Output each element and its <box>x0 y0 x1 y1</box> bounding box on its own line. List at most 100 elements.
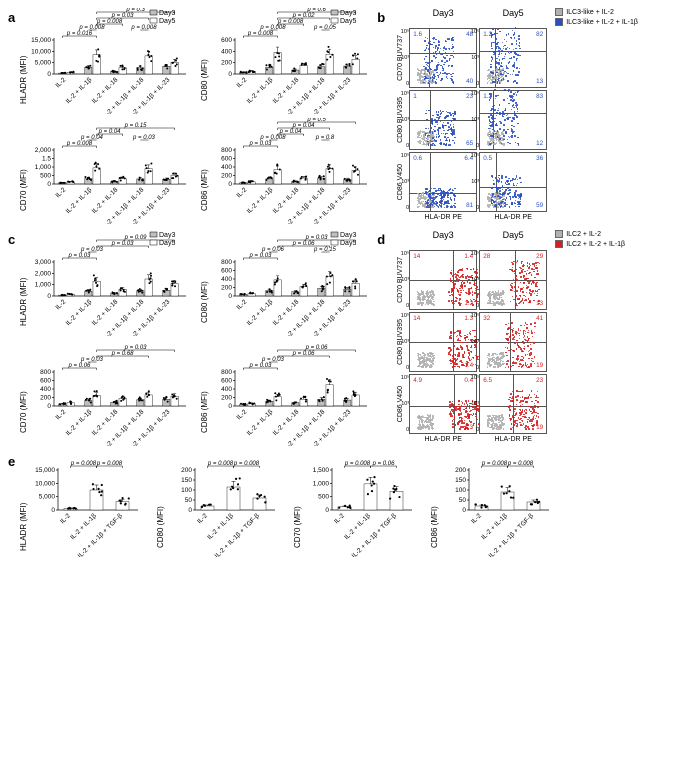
flow-xlab: HLA-DR PE <box>409 436 477 443</box>
svg-text:200: 200 <box>455 467 466 474</box>
svg-text:IL-2: IL-2 <box>196 512 209 525</box>
flow-xlab: HLA-DR PE <box>409 214 477 221</box>
svg-text:p = 0.008: p = 0.008 <box>96 19 123 25</box>
bar-chart: HLADR (MFI)05,00010,00015,000IL-2IL-2 + … <box>19 452 140 557</box>
svg-text:500: 500 <box>40 173 51 180</box>
svg-text:400: 400 <box>221 48 232 55</box>
svg-text:p = 0.016: p = 0.016 <box>66 31 93 37</box>
svg-text:p = 0.04: p = 0.04 <box>98 129 122 135</box>
svg-text:Day3: Day3 <box>159 232 175 239</box>
svg-text:p = 0.03: p = 0.03 <box>80 247 104 253</box>
panel-b-legend: ILC3-like + IL-2 ILC3-like + IL-2 + IL-1… <box>555 8 638 28</box>
svg-text:p = 0.04: p = 0.04 <box>279 129 303 135</box>
svg-text:10,000: 10,000 <box>31 48 51 55</box>
svg-text:500: 500 <box>318 494 329 501</box>
flow-plot: 141.31.4010³10⁵ <box>409 312 477 372</box>
svg-text:p = 0.03: p = 0.03 <box>249 253 273 259</box>
svg-text:p = 0.008: p = 0.008 <box>233 461 260 467</box>
svg-text:p = 0.008: p = 0.008 <box>66 141 93 147</box>
flow-plot: 6.52319010³10⁵ <box>479 374 547 434</box>
svg-text:IL-2 + IL-1β + TGF-β: IL-2 + IL-1β + TGF-β <box>214 512 261 557</box>
svg-text:p = 0.008: p = 0.008 <box>131 25 158 31</box>
svg-text:600: 600 <box>221 156 232 163</box>
svg-text:IL-2 + IL-1β: IL-2 + IL-1β <box>65 408 94 437</box>
svg-text:1,000: 1,000 <box>35 282 52 289</box>
svg-text:400: 400 <box>221 276 232 283</box>
svg-text:p = 0.008: p = 0.008 <box>247 31 274 37</box>
svg-text:100: 100 <box>181 487 192 494</box>
flow-plot: 1.64840010³10⁵ <box>409 28 477 88</box>
svg-text:p = 0.03: p = 0.03 <box>261 357 285 363</box>
svg-text:800: 800 <box>221 369 232 376</box>
flow-plot: 324119010³10⁵ <box>479 312 547 372</box>
svg-text:3,000: 3,000 <box>35 259 52 266</box>
svg-text:IL-2 + IL-1β: IL-2 + IL-1β <box>246 298 275 327</box>
flow-plot: 0.53659010³10⁵ <box>479 152 547 212</box>
svg-text:IL-2: IL-2 <box>236 76 249 89</box>
svg-text:p = 0.06: p = 0.06 <box>292 351 316 357</box>
svg-text:Day3: Day3 <box>340 232 356 239</box>
svg-text:IL-2 + IL-1β: IL-2 + IL-1β <box>65 186 94 215</box>
flow-xlab: HLA-DR PE <box>479 436 547 443</box>
svg-text:15,000: 15,000 <box>31 37 51 44</box>
flow-header-day5: Day5 <box>479 8 547 26</box>
svg-text:p = 0.03: p = 0.03 <box>111 13 135 19</box>
legend-d1: ILC2 + IL-2 <box>566 231 601 238</box>
svg-text:1,000: 1,000 <box>35 164 52 171</box>
svg-text:50: 50 <box>185 497 193 504</box>
svg-text:800: 800 <box>221 147 232 154</box>
svg-text:0: 0 <box>463 507 467 514</box>
panel-d-legend: ILC2 + IL-2 ILC2 + IL-2 + IL-1β <box>555 230 625 250</box>
svg-text:200: 200 <box>221 60 232 67</box>
legend-b1: ILC3-like + IL-2 <box>566 9 614 16</box>
svg-text:Day3: Day3 <box>159 10 175 17</box>
svg-text:5,000: 5,000 <box>35 60 52 67</box>
svg-text:p = 0.03: p = 0.03 <box>124 345 148 351</box>
svg-text:IL-2: IL-2 <box>236 186 249 199</box>
legend-b2: ILC3-like + IL-2 + IL-1β <box>566 19 638 26</box>
svg-text:0: 0 <box>229 71 233 78</box>
svg-text:600: 600 <box>40 378 51 385</box>
svg-text:50: 50 <box>459 497 467 504</box>
bar-chart: CD86 (MFI)0200400600800IL-2IL-2 + IL-1βI… <box>200 118 369 224</box>
panel-a-label: a <box>8 10 15 25</box>
svg-text:IL-2: IL-2 <box>333 512 346 525</box>
svg-text:200: 200 <box>221 285 232 292</box>
svg-text:2,000: 2,000 <box>35 147 52 154</box>
flow-plot: 1.28213010³10⁵ <box>479 28 547 88</box>
svg-text:150: 150 <box>455 477 466 484</box>
svg-text:p = 0.008: p = 0.008 <box>344 461 371 467</box>
svg-text:p = 0.5: p = 0.5 <box>307 118 327 123</box>
svg-text:p = 0.3: p = 0.3 <box>126 8 146 13</box>
flow-header-day5: Day5 <box>479 230 547 248</box>
svg-text:p = 0.03: p = 0.03 <box>68 253 92 259</box>
svg-text:p = 0.008: p = 0.008 <box>481 461 508 467</box>
svg-text:p = 0.03: p = 0.03 <box>132 135 156 141</box>
bar-chart: CD80 (MFI)0200400600800IL-2IL-2 + IL-1βI… <box>200 230 369 336</box>
svg-text:0: 0 <box>229 403 233 410</box>
bar-chart: HLADR (MFI)05,00010,00015,000IL-2IL-2 + … <box>19 8 188 114</box>
svg-text:15,000: 15,000 <box>35 467 55 474</box>
svg-text:150: 150 <box>181 477 192 484</box>
panel-b-label: b <box>377 10 385 25</box>
svg-text:p = 0.03: p = 0.03 <box>249 141 273 147</box>
panel-e-label: e <box>8 454 15 469</box>
svg-text:200: 200 <box>40 395 51 402</box>
svg-text:p = 0.008: p = 0.008 <box>260 135 287 141</box>
svg-text:100: 100 <box>455 487 466 494</box>
legend-d2: ILC2 + IL-2 + IL-1β <box>566 241 625 248</box>
svg-text:IL-2 + IL-1β + TGF-β: IL-2 + IL-1β + TGF-β <box>77 512 124 557</box>
svg-text:p = 0.008: p = 0.008 <box>70 461 97 467</box>
flow-header-day3: Day3 <box>409 8 477 26</box>
panel-e-charts: HLADR (MFI)05,00010,00015,000IL-2IL-2 + … <box>19 452 551 557</box>
svg-text:Day5: Day5 <box>340 18 356 25</box>
panel-a-charts: HLADR (MFI)05,00010,00015,000IL-2IL-2 + … <box>19 8 369 224</box>
flow-header-day3: Day3 <box>409 230 477 248</box>
svg-text:600: 600 <box>221 378 232 385</box>
svg-text:0: 0 <box>229 181 233 188</box>
svg-text:200: 200 <box>181 467 192 474</box>
svg-text:600: 600 <box>221 37 232 44</box>
svg-text:p = 0.06: p = 0.06 <box>261 247 285 253</box>
svg-text:IL-2 + IL-1β: IL-2 + IL-1β <box>246 408 275 437</box>
flow-plot: 1.28312010³10⁵ <box>479 90 547 150</box>
